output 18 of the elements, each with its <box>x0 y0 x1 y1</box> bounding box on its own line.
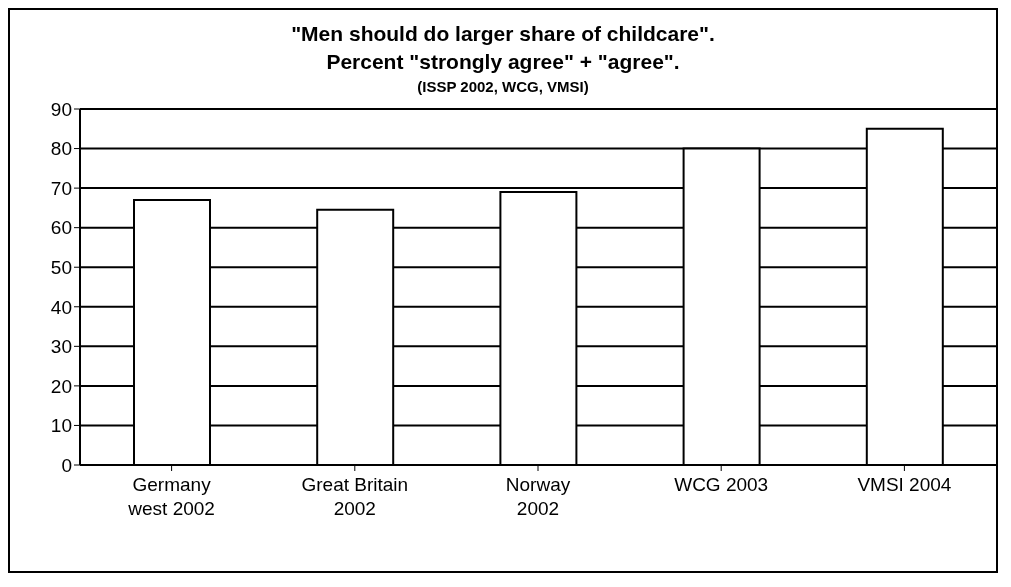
chart-title: "Men should do larger share of childcare". <box>290 22 716 46</box>
x-tick-label: WCG 2003 <box>674 474 769 495</box>
chart-subtitle: Percent "strongly agree" + "agree". <box>325 50 681 74</box>
x-tick-label: Norway 2002 <box>505 474 571 519</box>
x-tick-label: Germany west 2002 <box>127 474 215 519</box>
y-tick-label: 50 <box>50 256 72 278</box>
x-tick-label: VMSI 2004 <box>857 474 952 495</box>
y-tick-label: 0 <box>61 454 72 476</box>
y-tick-label: 10 <box>50 415 72 437</box>
y-tick-label: 30 <box>50 336 72 358</box>
y-tick-label: 60 <box>50 217 72 239</box>
x-tick-label: Great Britain 2002 <box>301 474 409 519</box>
y-tick-label: 90 <box>50 98 72 120</box>
y-tick-label: 70 <box>50 177 72 199</box>
y-tick-label: 80 <box>50 138 72 160</box>
y-tick-label: 40 <box>50 296 72 318</box>
y-tick-label: 20 <box>50 375 72 397</box>
text: (ISSP 2002, WCG, VMSI) <box>416 78 590 95</box>
